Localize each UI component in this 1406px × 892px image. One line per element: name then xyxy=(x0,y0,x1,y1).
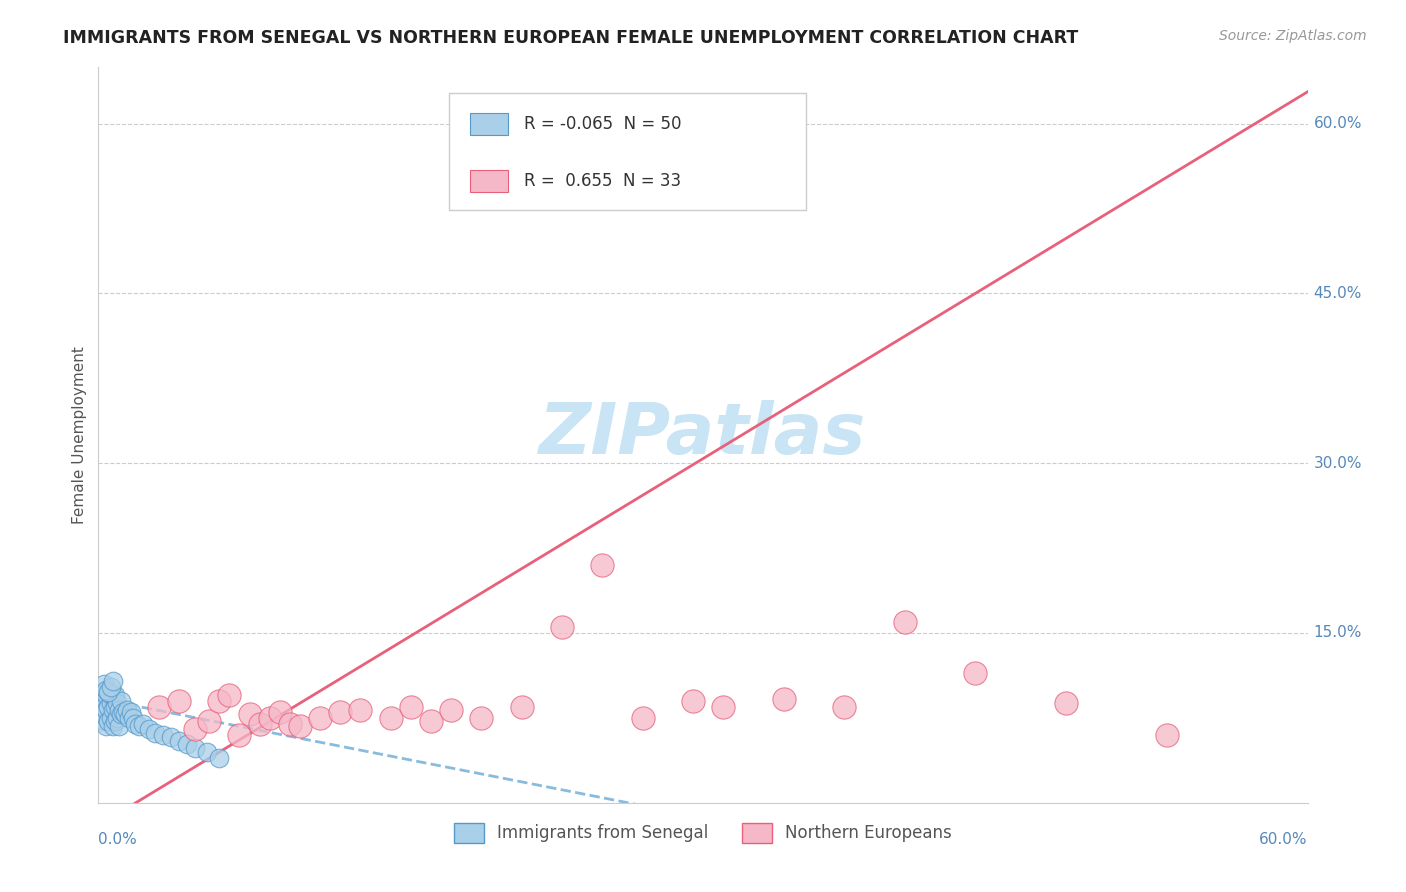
Point xyxy=(118,711,141,725)
Point xyxy=(132,716,155,731)
Text: 60.0%: 60.0% xyxy=(1313,116,1362,131)
Text: Source: ZipAtlas.com: Source: ZipAtlas.com xyxy=(1219,29,1367,43)
Point xyxy=(184,723,207,737)
Point xyxy=(440,703,463,717)
Point xyxy=(103,714,125,729)
Point xyxy=(148,699,170,714)
Point xyxy=(93,714,115,729)
Point xyxy=(101,719,124,733)
Point xyxy=(93,685,115,699)
Point xyxy=(832,699,855,714)
Point xyxy=(228,728,250,742)
Point xyxy=(711,699,734,714)
Point xyxy=(682,694,704,708)
Point xyxy=(89,696,111,710)
Point xyxy=(195,745,218,759)
Point xyxy=(349,703,371,717)
Point xyxy=(208,694,231,708)
Point xyxy=(167,694,190,708)
Point xyxy=(103,699,125,714)
FancyBboxPatch shape xyxy=(470,169,509,192)
Point xyxy=(97,685,120,699)
Point xyxy=(160,730,183,744)
Point xyxy=(128,719,150,733)
Point xyxy=(120,705,142,719)
Y-axis label: Female Unemployment: Female Unemployment xyxy=(72,346,87,524)
Point xyxy=(167,733,190,747)
Point xyxy=(965,665,987,680)
Point xyxy=(631,711,654,725)
Point xyxy=(115,703,138,717)
FancyBboxPatch shape xyxy=(449,93,806,211)
Point xyxy=(91,688,114,702)
Point xyxy=(93,677,115,691)
Point xyxy=(114,707,136,722)
Point xyxy=(893,615,915,629)
Point xyxy=(105,696,128,710)
Point xyxy=(105,711,128,725)
Point xyxy=(772,691,794,706)
Point xyxy=(97,685,120,699)
Point xyxy=(1156,728,1178,742)
Text: R = -0.065  N = 50: R = -0.065 N = 50 xyxy=(524,114,682,133)
Text: 45.0%: 45.0% xyxy=(1313,285,1362,301)
Point xyxy=(1054,696,1077,710)
Point xyxy=(110,694,132,708)
Text: 30.0%: 30.0% xyxy=(1313,456,1362,471)
Point xyxy=(198,714,221,729)
Point xyxy=(152,728,174,742)
Point xyxy=(399,699,422,714)
Point xyxy=(143,725,166,739)
Point xyxy=(110,707,132,722)
Point xyxy=(288,719,311,733)
Point xyxy=(510,699,533,714)
Point xyxy=(100,688,122,702)
Point xyxy=(100,711,122,725)
Point xyxy=(101,703,124,717)
Point xyxy=(184,741,207,756)
Point xyxy=(218,688,240,702)
Point xyxy=(259,711,281,725)
Text: R =  0.655  N = 33: R = 0.655 N = 33 xyxy=(524,172,681,190)
Point xyxy=(269,705,291,719)
Point xyxy=(103,688,125,702)
Point xyxy=(107,703,129,717)
Point xyxy=(100,681,122,695)
Point xyxy=(249,716,271,731)
Point xyxy=(91,707,114,722)
Point xyxy=(97,699,120,714)
Point xyxy=(101,688,124,702)
Point xyxy=(551,620,574,634)
Point xyxy=(97,714,120,729)
Point xyxy=(420,714,443,729)
Point xyxy=(101,673,124,688)
Point xyxy=(96,682,118,697)
FancyBboxPatch shape xyxy=(470,112,509,135)
Point xyxy=(239,707,262,722)
Point xyxy=(93,699,115,714)
Point xyxy=(96,688,118,702)
Point xyxy=(329,705,352,719)
Point xyxy=(309,711,332,725)
Point xyxy=(380,711,402,725)
Point xyxy=(176,737,198,751)
Point xyxy=(138,723,160,737)
Point xyxy=(111,705,134,719)
Point xyxy=(124,716,146,731)
Point xyxy=(278,716,301,731)
Text: 60.0%: 60.0% xyxy=(1260,832,1308,847)
Text: 15.0%: 15.0% xyxy=(1313,625,1362,640)
Point xyxy=(591,558,613,572)
Point xyxy=(208,750,231,764)
Point xyxy=(96,703,118,717)
Point xyxy=(107,719,129,733)
Text: 0.0%: 0.0% xyxy=(98,832,138,847)
Legend: Immigrants from Senegal, Northern Europeans: Immigrants from Senegal, Northern Europe… xyxy=(447,816,959,850)
Point xyxy=(96,719,118,733)
Text: IMMIGRANTS FROM SENEGAL VS NORTHERN EUROPEAN FEMALE UNEMPLOYMENT CORRELATION CHA: IMMIGRANTS FROM SENEGAL VS NORTHERN EURO… xyxy=(63,29,1078,46)
Point xyxy=(100,696,122,710)
Text: ZIPatlas: ZIPatlas xyxy=(540,401,866,469)
Point xyxy=(121,711,143,725)
Point xyxy=(470,711,492,725)
